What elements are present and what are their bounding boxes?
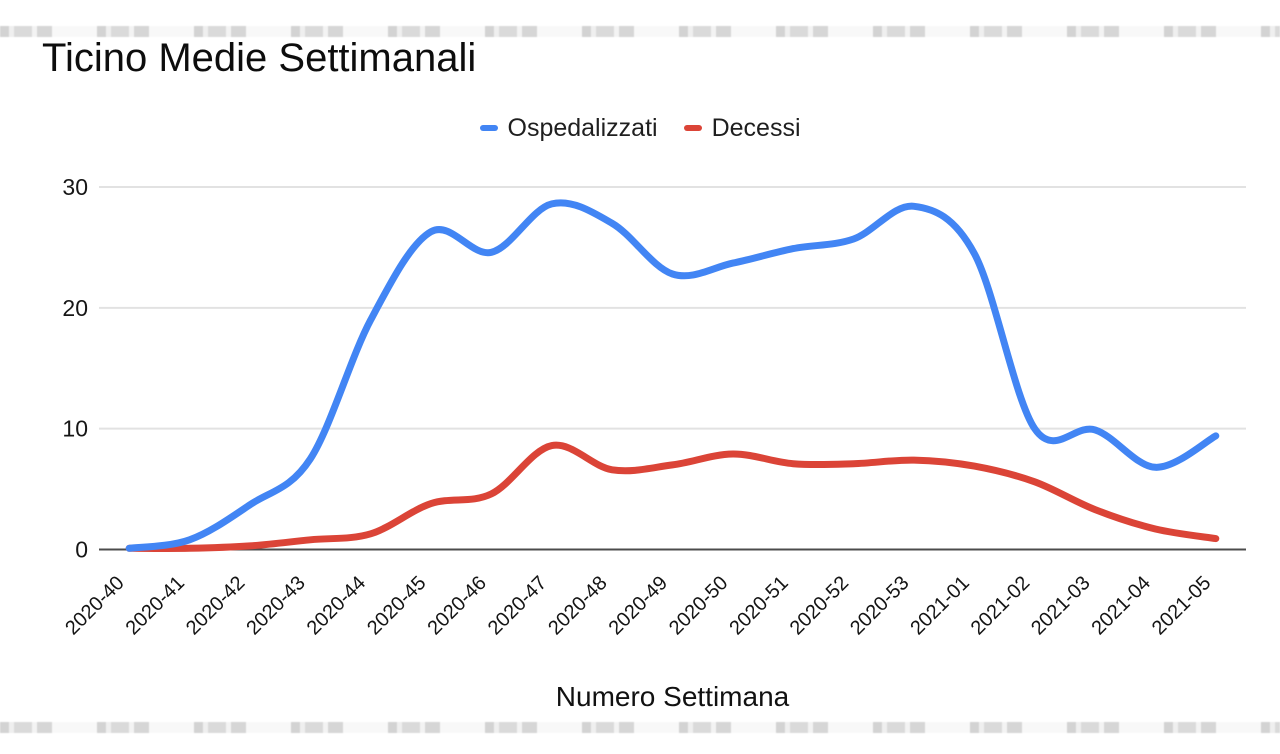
x-tick-label: 2021-03 — [1027, 572, 1094, 639]
chart-title: Ticino Medie Settimanali — [42, 36, 477, 80]
series-line-decessi — [125, 441, 1220, 552]
x-tick-label: 2020-51 — [725, 572, 792, 639]
gridlines — [99, 186, 1246, 551]
y-tick-label: 30 — [62, 174, 88, 200]
x-tick-label: 2020-50 — [665, 572, 732, 639]
x-tick-label: 2020-44 — [303, 572, 370, 639]
legend-item-ospedalizzati: Ospedalizzati — [479, 113, 658, 143]
series-line-ospedalizzati — [125, 199, 1220, 552]
x-tick-label: 2020-52 — [786, 572, 853, 639]
legend-swatch-decessi — [683, 125, 702, 131]
x-tick-label: 2020-47 — [484, 572, 551, 639]
x-tick-label: 2020-46 — [423, 572, 490, 639]
x-tick-label: 2021-02 — [967, 572, 1034, 639]
bottom-artifact-band — [0, 722, 1280, 733]
x-tick-label: 2020-41 — [122, 572, 189, 639]
x-axis-labels: 2020-402020-412020-422020-432020-442020-… — [61, 572, 1215, 639]
x-tick-label: 2020-49 — [605, 572, 672, 639]
x-tick-label: 2021-05 — [1148, 572, 1215, 639]
x-tick-label: 2020-48 — [544, 572, 611, 639]
series-lines — [125, 199, 1220, 552]
x-tick-label: 2020-43 — [242, 572, 309, 639]
top-artifact-band — [0, 26, 1280, 37]
y-tick-label: 0 — [75, 537, 88, 563]
x-axis-title: Numero Settimana — [555, 681, 790, 712]
legend-label-ospedalizzati: Ospedalizzati — [507, 113, 658, 142]
legend-swatch-ospedalizzati — [479, 125, 498, 131]
legend-label-decessi: Decessi — [711, 113, 801, 142]
legend: Ospedalizzati Decessi — [0, 112, 1280, 144]
legend-item-decessi: Decessi — [683, 113, 801, 143]
x-tick-label: 2020-45 — [363, 572, 430, 639]
y-axis-labels: 0 10 20 30 — [62, 174, 88, 563]
y-tick-label: 10 — [62, 416, 88, 442]
x-tick-label: 2020-53 — [846, 572, 913, 639]
x-tick-label: 2021-01 — [906, 572, 973, 639]
y-tick-label: 20 — [62, 295, 88, 321]
x-tick-label: 2020-42 — [182, 572, 249, 639]
x-tick-label: 2020-40 — [61, 572, 128, 639]
x-tick-label: 2021-04 — [1088, 572, 1155, 639]
